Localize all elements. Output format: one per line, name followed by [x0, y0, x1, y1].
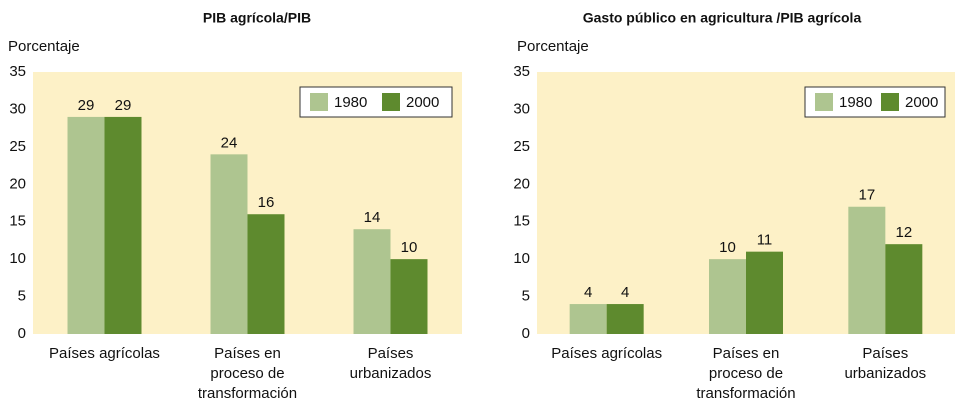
bar — [746, 251, 783, 334]
legend-swatch — [310, 93, 328, 111]
x-tick-label: Países en proceso de transformación — [696, 345, 795, 402]
bar — [104, 116, 142, 335]
x-tick-line: Países — [862, 345, 908, 362]
bar — [390, 259, 428, 334]
value-label: 29 — [78, 97, 95, 114]
x-tick-line: proceso de — [709, 365, 783, 382]
legend-swatch — [815, 93, 833, 111]
legend-swatch — [382, 93, 400, 111]
x-tick-line: Países — [368, 345, 414, 362]
legend-box — [804, 86, 946, 118]
chart-title: PIB agrícola/PIB — [203, 10, 311, 26]
y-tick-label: 10 — [513, 250, 530, 267]
x-tick-line: transformación — [198, 385, 297, 402]
legend-label: 1980 — [334, 94, 367, 111]
legend-label: 2000 — [905, 94, 938, 111]
x-tick-line: Países agrícolas — [551, 345, 662, 362]
y-axis-label: Porcentaje — [517, 38, 589, 55]
legend-swatch — [881, 93, 899, 111]
y-tick-label: 0 — [18, 325, 26, 342]
legend-label: 2000 — [406, 94, 439, 111]
bar — [606, 304, 644, 334]
x-tick-line: proceso de — [210, 365, 284, 382]
bar — [353, 229, 391, 334]
chart-title: Gasto público en agricultura /PIB agríco… — [583, 10, 862, 26]
value-label: 11 — [757, 232, 773, 249]
x-tick-label: Países urbanizados — [844, 345, 926, 382]
value-label: 24 — [221, 134, 238, 151]
x-tick-line: Países agrícolas — [49, 345, 160, 362]
bar — [210, 154, 248, 334]
legend-label: 1980 — [839, 94, 872, 111]
y-tick-label: 0 — [522, 325, 530, 342]
y-tick-label: 30 — [513, 100, 530, 117]
y-tick-label: 25 — [9, 138, 26, 155]
x-tick-label: Países agrícolas — [551, 345, 662, 362]
x-tick-line: transformación — [696, 385, 795, 402]
x-tick-line: Países en — [713, 345, 780, 362]
value-label: 17 — [858, 187, 875, 204]
value-label: 16 — [258, 194, 275, 211]
x-tick-line: urbanizados — [350, 365, 432, 382]
bar — [848, 206, 886, 334]
value-label: 12 — [895, 224, 912, 241]
value-label: 10 — [719, 239, 736, 256]
bar — [885, 244, 923, 334]
bar — [67, 116, 105, 335]
x-tick-line: Países en — [214, 345, 281, 362]
x-tick-label: Países en proceso de transformación — [198, 345, 297, 402]
y-tick-label: 15 — [513, 213, 530, 230]
value-label: 4 — [621, 284, 629, 301]
y-tick-label: 20 — [9, 175, 26, 192]
bar — [569, 304, 607, 334]
value-label: 29 — [115, 97, 132, 114]
y-tick-label: 15 — [9, 213, 26, 230]
bar — [709, 259, 746, 334]
y-tick-label: 20 — [513, 175, 530, 192]
x-tick-line: urbanizados — [844, 365, 926, 382]
y-tick-label: 30 — [9, 100, 26, 117]
y-axis-label: Porcentaje — [8, 38, 80, 55]
value-label: 14 — [364, 209, 381, 226]
y-tick-label: 35 — [513, 63, 530, 80]
value-label: 10 — [401, 239, 418, 256]
y-tick-label: 5 — [18, 288, 26, 305]
y-tick-label: 10 — [9, 250, 26, 267]
x-tick-label: Países urbanizados — [350, 345, 432, 382]
y-tick-label: 5 — [522, 288, 530, 305]
value-label: 4 — [584, 284, 592, 301]
y-tick-label: 35 — [9, 63, 26, 80]
y-tick-label: 25 — [513, 138, 530, 155]
x-tick-label: Países agrícolas — [49, 345, 160, 362]
bar — [247, 214, 285, 334]
